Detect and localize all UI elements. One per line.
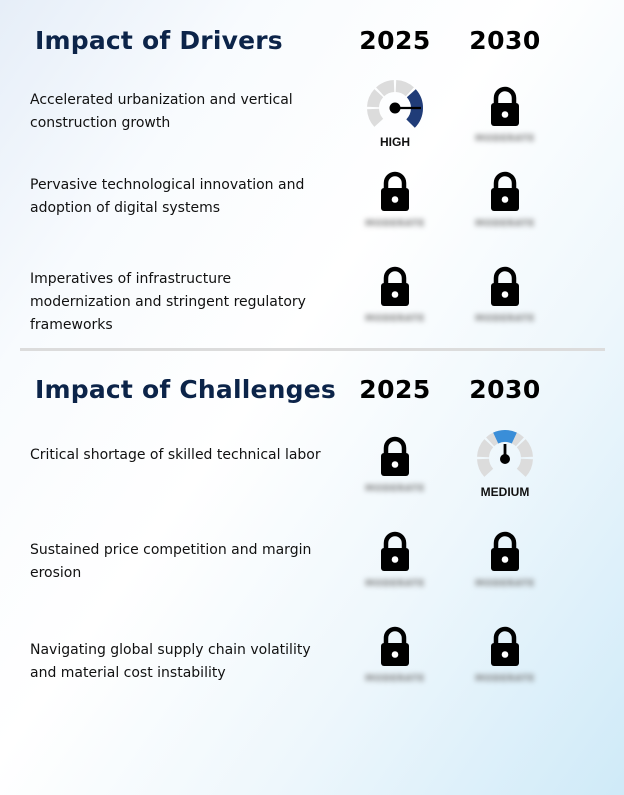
drivers-year-2030: 2030 [469, 26, 541, 55]
driver-row-3-2030-cell: MODERATE [450, 260, 560, 340]
challenges-year-2030: 2030 [469, 375, 541, 404]
challenge-row-2-label: Sustained price competition and margin e… [30, 542, 312, 581]
challenge-row-2-2025-cell: MODERATE [340, 525, 450, 605]
challenge-row-1-2030-cell: MEDIUM [450, 430, 560, 510]
driver-row-2-2030-cell: MODERATE [450, 165, 560, 245]
locked-placeholder-text: MODERATE [475, 134, 535, 144]
locked-placeholder-text: MODERATE [475, 219, 535, 229]
challenge-row-3-label: Navigating global supply chain volatilit… [30, 642, 311, 681]
locked-placeholder-text: MODERATE [365, 219, 425, 229]
driver-row-1-label: Accelerated urbanization and vertical co… [30, 92, 293, 131]
driver-row-1-2030-cell: MODERATE [450, 80, 560, 160]
driver-row-1-2025-cell: HIGH [340, 80, 450, 160]
impact-level-label: MEDIUM [480, 485, 530, 499]
driver-row-3-2025-cell: MODERATE [340, 260, 450, 340]
challenge-row-1-label: Critical shortage of skilled technical l… [30, 447, 321, 463]
challenges-title: Impact of Challenges [35, 375, 336, 404]
section-divider [20, 348, 605, 351]
driver-row-2-2025-cell: MODERATE [340, 165, 450, 245]
locked-placeholder-text: MODERATE [475, 674, 535, 684]
locked-placeholder-text: MODERATE [365, 484, 425, 494]
drivers-year-2025: 2025 [359, 26, 431, 55]
challenges-year-2025: 2025 [359, 375, 431, 404]
locked-placeholder-text: MODERATE [475, 579, 535, 589]
drivers-title: Impact of Drivers [35, 26, 283, 55]
challenge-row-3-2030-cell: MODERATE [450, 620, 560, 700]
locked-placeholder-text: MODERATE [365, 674, 425, 684]
locked-placeholder-text: MODERATE [365, 314, 425, 324]
impact-level-label: HIGH [380, 135, 410, 149]
driver-row-3-label: Imperatives of infrastructure modernizat… [30, 271, 306, 333]
locked-placeholder-text: MODERATE [475, 314, 535, 324]
challenge-row-1-2025-cell: MODERATE [340, 430, 450, 510]
driver-row-2-label: Pervasive technological innovation and a… [30, 177, 305, 216]
challenge-row-3-2025-cell: MODERATE [340, 620, 450, 700]
challenge-row-2-2030-cell: MODERATE [450, 525, 560, 605]
locked-placeholder-text: MODERATE [365, 579, 425, 589]
